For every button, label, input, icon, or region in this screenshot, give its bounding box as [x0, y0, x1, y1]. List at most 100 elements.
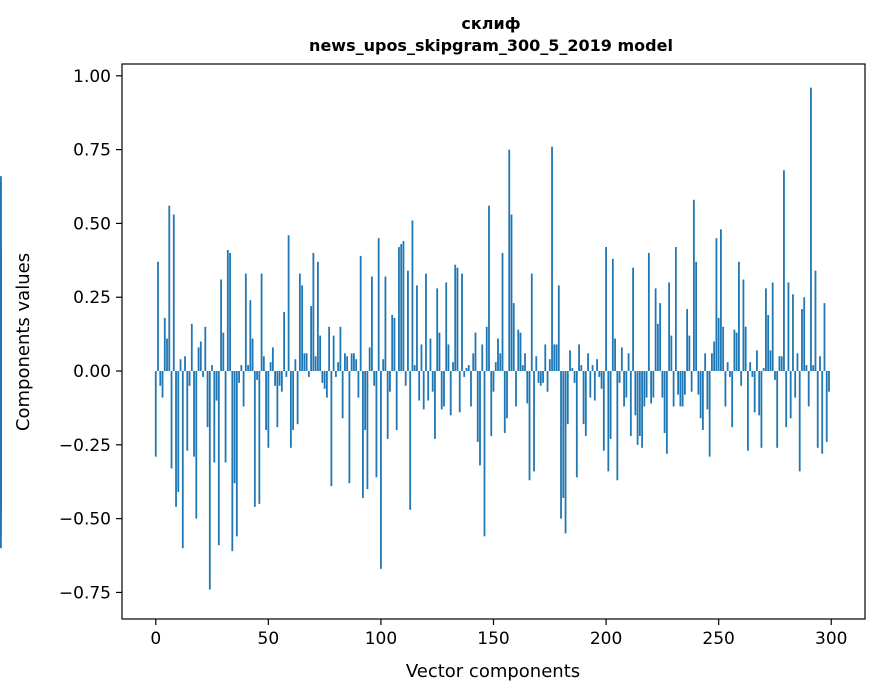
bar [686, 309, 689, 372]
bar [805, 365, 808, 372]
bar [357, 371, 360, 398]
bar [749, 362, 752, 372]
bar [688, 335, 691, 372]
bar [571, 368, 574, 372]
bar [416, 285, 418, 372]
bar [226, 249, 229, 372]
bar [731, 371, 734, 428]
bars-group [0, 87, 830, 590]
bar [287, 235, 290, 372]
bar [758, 371, 761, 416]
bar [465, 368, 468, 372]
bar [510, 214, 513, 372]
bar [166, 338, 168, 372]
bar [638, 371, 641, 436]
bar [368, 347, 371, 372]
bar [783, 170, 785, 372]
bar [224, 371, 227, 463]
bar [616, 371, 619, 481]
bar [677, 371, 680, 395]
bar [515, 371, 517, 407]
bar [449, 371, 452, 416]
y-tick-label: −0.25 [59, 436, 111, 456]
bar [386, 371, 389, 439]
bar [199, 341, 202, 372]
bar [733, 329, 736, 372]
bar [303, 353, 306, 372]
bar [371, 276, 373, 372]
bar [607, 371, 610, 472]
bar [614, 338, 616, 372]
bar [440, 371, 443, 410]
bar [650, 371, 653, 404]
bar [625, 371, 628, 398]
x-axis-ticks: 0 50 100 150 200 250 300 [150, 619, 847, 649]
bar [362, 371, 364, 498]
bar [679, 371, 682, 407]
bar [332, 335, 335, 372]
bar [609, 371, 612, 439]
bar [697, 371, 700, 395]
bar [756, 350, 758, 372]
bar [569, 350, 571, 372]
bar [740, 371, 743, 386]
bar [438, 332, 441, 372]
x-tick-label: 100 [365, 629, 397, 649]
y-axis-ticks: −0.75 −0.50 −0.25 0.00 0.25 0.50 0.75 1.00 [59, 67, 122, 603]
bar [492, 371, 495, 392]
bar [334, 371, 337, 377]
bar [429, 338, 432, 372]
bar [163, 317, 166, 372]
bar [260, 273, 263, 372]
bar [663, 371, 666, 434]
bar [821, 371, 824, 454]
bar [319, 335, 322, 372]
bar [341, 371, 344, 419]
plot-frame [121, 63, 866, 620]
y-tick-label: 1.00 [73, 67, 111, 87]
bar [330, 371, 333, 487]
bar [211, 365, 213, 372]
bar [188, 371, 191, 386]
bar [283, 311, 286, 372]
bar [170, 371, 173, 469]
bar [413, 365, 416, 372]
bar [217, 371, 220, 546]
bar [661, 371, 664, 398]
bar [337, 362, 340, 372]
bar [771, 282, 774, 372]
bar [591, 365, 594, 372]
bar [539, 371, 542, 386]
bar [767, 314, 770, 372]
bar [190, 323, 193, 372]
bar [404, 371, 407, 386]
bar [508, 149, 511, 372]
bar [481, 344, 484, 372]
bar [713, 341, 716, 372]
bar [521, 365, 524, 372]
bar [220, 279, 222, 372]
bar [391, 314, 394, 372]
bar [0, 356, 2, 372]
bar [181, 371, 184, 549]
bar [407, 270, 409, 372]
bar [708, 371, 711, 457]
y-tick-label: 0.75 [73, 141, 111, 161]
bar [256, 371, 258, 380]
y-tick-label: 0.00 [73, 362, 111, 382]
bar [564, 371, 567, 534]
bar [350, 353, 353, 372]
bar [587, 353, 589, 372]
bar [267, 371, 270, 448]
bar [384, 276, 387, 372]
bar [353, 353, 355, 372]
x-tick-label: 0 [150, 629, 161, 649]
bar [258, 371, 261, 504]
bar [641, 371, 643, 448]
bar [647, 252, 650, 372]
bar [483, 371, 486, 537]
bar [242, 371, 245, 407]
bar [280, 371, 283, 392]
bar [400, 244, 403, 372]
